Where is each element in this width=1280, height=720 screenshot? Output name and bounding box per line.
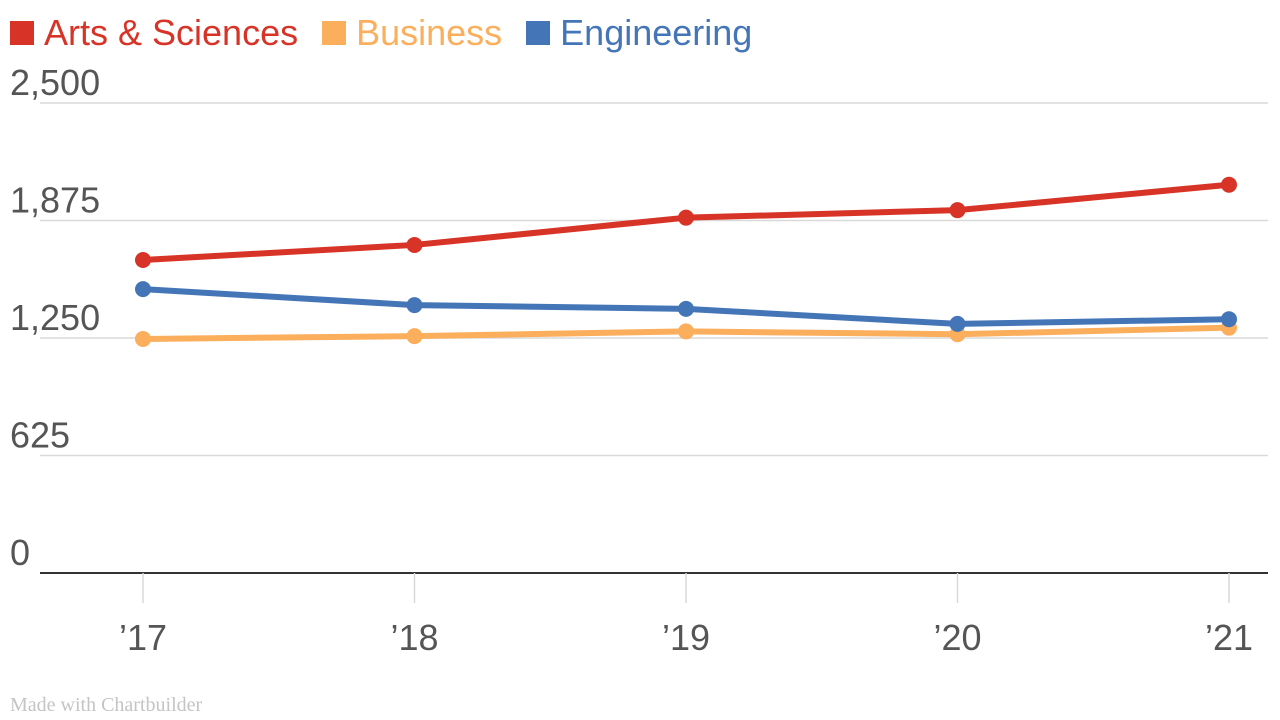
x-tick-label: ’17 [119,617,167,658]
legend-item-business: Business [322,8,502,58]
y-tick-label: 2,500 [10,62,100,103]
data-point-series-0 [949,202,966,219]
data-point-series-2 [1221,311,1237,328]
legend-item-arts-sciences: Arts & Sciences [10,8,298,58]
legend: Arts & Sciences Business Engineering [10,8,752,58]
data-point-series-2 [678,300,694,317]
legend-item-engineering: Engineering [526,8,752,58]
data-point-series-1 [406,328,423,345]
x-tick-label: ’19 [662,617,710,658]
legend-label-arts-sciences: Arts & Sciences [44,12,299,53]
y-tick-label: 1,875 [10,180,100,221]
data-point-series-1 [135,330,151,347]
legend-swatch-business [322,21,347,45]
y-tick-label: 0 [10,532,30,573]
x-tick-label: ’18 [390,617,438,658]
data-point-series-0 [678,209,694,226]
x-tick-label: ’20 [933,617,981,658]
legend-label-business: Business [356,12,503,53]
y-tick-label: 1,250 [10,297,100,338]
legend-swatch-engineering [526,21,551,45]
x-tick-label: ’21 [1205,617,1253,658]
credit-text: Made with Chartbuilder [10,694,203,716]
legend-label-engineering: Engineering [560,12,753,53]
legend-swatch-arts-sciences [10,21,34,45]
data-point-series-2 [949,315,966,332]
data-point-series-1 [678,323,694,340]
data-point-series-2 [135,281,151,298]
data-point-series-0 [135,251,151,268]
data-point-series-0 [406,236,423,253]
data-point-series-0 [1221,176,1237,193]
data-point-series-2 [406,297,423,314]
y-tick-label: 625 [10,415,70,456]
